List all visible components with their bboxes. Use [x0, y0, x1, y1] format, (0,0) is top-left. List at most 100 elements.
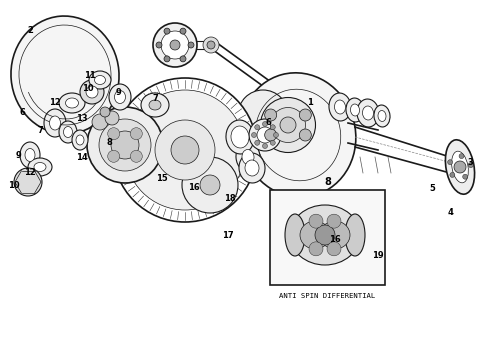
Circle shape — [108, 128, 120, 140]
Circle shape — [315, 225, 335, 245]
Text: 12: 12 — [49, 98, 61, 107]
Ellipse shape — [346, 98, 364, 122]
Circle shape — [327, 242, 341, 256]
Text: 2: 2 — [27, 26, 33, 35]
Circle shape — [207, 41, 215, 49]
Circle shape — [463, 174, 467, 179]
Text: 11: 11 — [84, 71, 96, 80]
Circle shape — [171, 136, 199, 164]
Ellipse shape — [149, 100, 161, 110]
Ellipse shape — [345, 214, 365, 256]
Circle shape — [251, 132, 256, 138]
Text: 4: 4 — [447, 207, 453, 216]
Circle shape — [450, 172, 455, 177]
Circle shape — [161, 31, 189, 59]
Ellipse shape — [280, 117, 296, 133]
Ellipse shape — [34, 162, 46, 171]
Ellipse shape — [226, 120, 254, 154]
Ellipse shape — [236, 142, 260, 172]
Text: 6: 6 — [19, 108, 25, 117]
Text: 10: 10 — [82, 84, 94, 93]
Circle shape — [14, 168, 42, 196]
Ellipse shape — [115, 90, 125, 104]
Ellipse shape — [66, 98, 78, 108]
Text: 18: 18 — [224, 194, 236, 202]
Text: 9: 9 — [115, 87, 121, 96]
Ellipse shape — [141, 93, 169, 117]
Ellipse shape — [76, 135, 84, 145]
Circle shape — [80, 80, 104, 104]
Circle shape — [105, 111, 119, 125]
Ellipse shape — [363, 106, 373, 120]
Circle shape — [265, 129, 277, 141]
Text: 5: 5 — [429, 184, 435, 193]
Text: 7: 7 — [37, 126, 43, 135]
Circle shape — [327, 214, 341, 228]
Ellipse shape — [28, 158, 52, 176]
Text: 7: 7 — [152, 94, 158, 103]
Ellipse shape — [239, 153, 265, 183]
Circle shape — [164, 56, 170, 62]
Circle shape — [468, 163, 473, 168]
Circle shape — [255, 125, 260, 130]
Circle shape — [188, 42, 194, 48]
Ellipse shape — [374, 105, 390, 127]
Circle shape — [273, 132, 278, 138]
Circle shape — [299, 109, 311, 121]
Ellipse shape — [378, 111, 386, 121]
Circle shape — [249, 119, 281, 151]
Ellipse shape — [350, 104, 360, 116]
Text: 14: 14 — [76, 153, 88, 162]
Circle shape — [263, 144, 268, 149]
Ellipse shape — [64, 126, 73, 138]
Circle shape — [263, 122, 268, 126]
Circle shape — [265, 109, 277, 121]
Circle shape — [257, 127, 273, 143]
Ellipse shape — [89, 71, 111, 89]
Circle shape — [454, 161, 466, 173]
Circle shape — [155, 120, 215, 180]
Circle shape — [270, 140, 275, 145]
Ellipse shape — [335, 100, 345, 114]
Ellipse shape — [445, 140, 475, 194]
Circle shape — [156, 42, 162, 48]
Ellipse shape — [25, 149, 35, 162]
Ellipse shape — [285, 214, 305, 256]
Text: 15: 15 — [156, 174, 168, 183]
Ellipse shape — [231, 126, 249, 148]
Circle shape — [270, 125, 275, 130]
Text: 8: 8 — [106, 138, 112, 147]
Circle shape — [113, 78, 257, 222]
Ellipse shape — [95, 76, 105, 85]
Circle shape — [164, 28, 170, 34]
Ellipse shape — [452, 151, 468, 183]
Text: 6: 6 — [265, 117, 271, 126]
Text: 19: 19 — [372, 251, 384, 260]
Text: 8: 8 — [324, 177, 331, 187]
Circle shape — [182, 157, 238, 213]
Circle shape — [153, 23, 197, 67]
Ellipse shape — [261, 98, 316, 153]
Ellipse shape — [11, 16, 119, 134]
Text: 16: 16 — [329, 235, 341, 244]
Circle shape — [180, 28, 186, 34]
Circle shape — [108, 150, 120, 162]
Text: ANTI SPIN DIFFERENTIAL: ANTI SPIN DIFFERENTIAL — [279, 293, 376, 299]
Text: 12: 12 — [24, 167, 36, 176]
Circle shape — [299, 129, 311, 141]
Ellipse shape — [20, 142, 40, 168]
Circle shape — [86, 86, 98, 98]
Ellipse shape — [59, 93, 85, 113]
Ellipse shape — [44, 109, 66, 137]
Ellipse shape — [238, 90, 288, 140]
Ellipse shape — [109, 84, 131, 110]
Ellipse shape — [290, 205, 360, 265]
Text: 1: 1 — [307, 98, 313, 107]
Text: 17: 17 — [222, 230, 234, 239]
Ellipse shape — [59, 121, 77, 143]
Ellipse shape — [240, 73, 356, 197]
Circle shape — [255, 140, 260, 145]
Ellipse shape — [245, 160, 259, 176]
Circle shape — [125, 90, 245, 210]
Circle shape — [87, 107, 163, 183]
